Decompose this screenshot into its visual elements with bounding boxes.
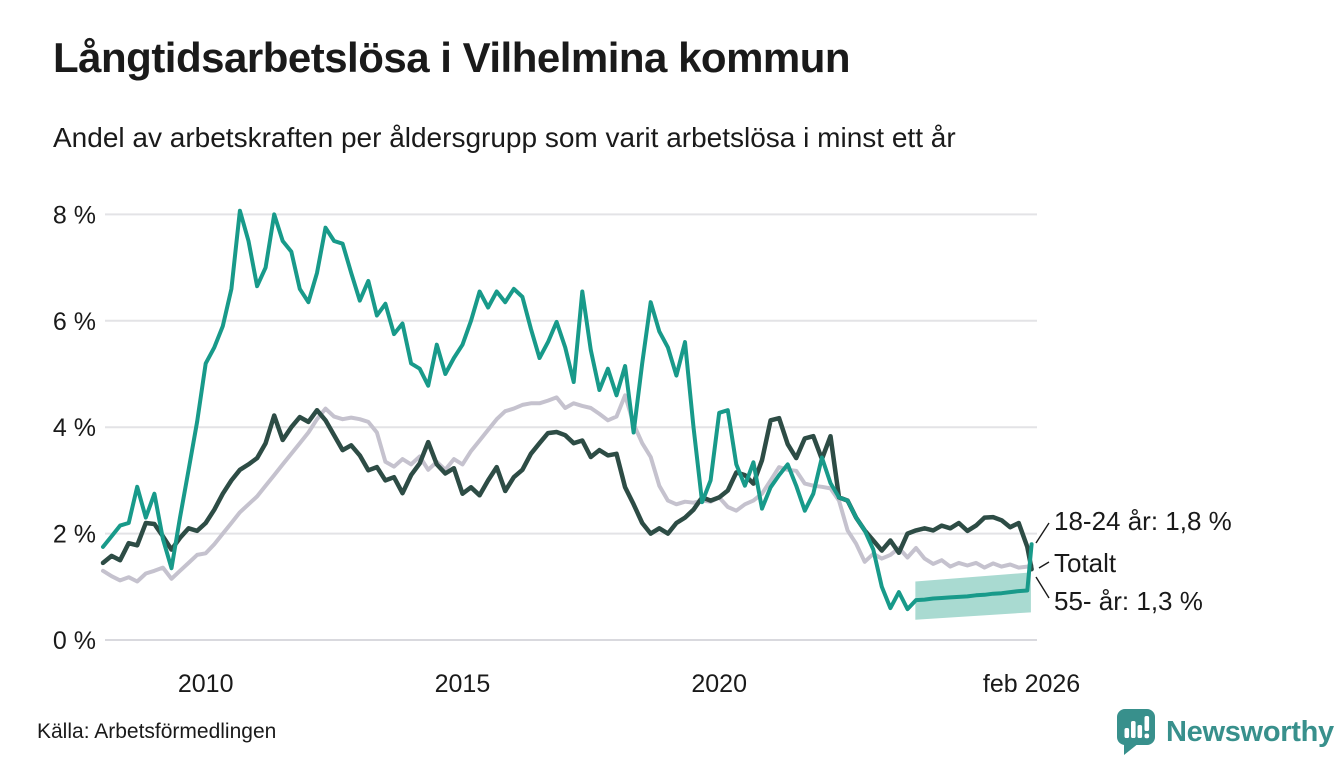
x-axis-labels: 2010 2015 2020 feb 2026 xyxy=(178,670,1080,698)
source-note: Källa: Arbetsförmedlingen xyxy=(37,720,277,743)
newsworthy-bubble-icon xyxy=(1117,709,1155,755)
series-line-Totalt xyxy=(101,393,1034,584)
connector-18-24 xyxy=(1035,522,1050,544)
end-label-totalt: Totalt xyxy=(1054,548,1117,578)
y-tick-label: 4 % xyxy=(53,414,96,442)
newsworthy-logo: Newsworthy xyxy=(1116,708,1334,757)
y-tick-label: 0 % xyxy=(53,627,96,655)
y-axis-labels: 8 % 6 % 4 % 2 % 0 % xyxy=(53,201,96,655)
x-tick-label: 2010 xyxy=(178,670,234,698)
series-line-18-24år xyxy=(101,208,1034,612)
y-tick-label: 6 % xyxy=(53,308,96,336)
y-tick-label: 8 % xyxy=(53,201,96,229)
newsworthy-wordmark: Newsworthy xyxy=(1166,716,1334,748)
x-tick-label: feb 2026 xyxy=(983,670,1080,698)
series-line-55-år xyxy=(100,407,1034,572)
x-tick-label: 2020 xyxy=(691,670,747,698)
connector-55 xyxy=(1035,576,1050,599)
chart-title: Långtidsarbetslösa i Vilhelmina kommun xyxy=(53,34,851,81)
annotation-connectors xyxy=(1035,522,1050,599)
x-tick-label: 2015 xyxy=(435,670,491,698)
data-series xyxy=(100,208,1034,612)
chart-subtitle: Andel av arbetskraften per åldersgrupp s… xyxy=(53,122,956,153)
end-label-18-24: 18-24 år: 1,8 % xyxy=(1054,506,1232,536)
connector-totalt xyxy=(1038,561,1050,569)
end-label-55: 55- år: 1,3 % xyxy=(1054,586,1203,616)
y-tick-label: 2 % xyxy=(53,521,96,549)
gridlines xyxy=(105,213,1037,641)
